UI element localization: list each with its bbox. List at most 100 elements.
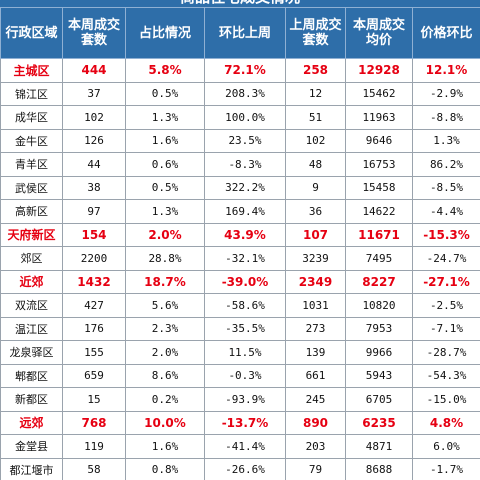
share-cell: 0.8% — [125, 457, 205, 480]
district-cell: 金堂县 — [0, 434, 63, 459]
district-cell: 新都区 — [0, 387, 63, 412]
avg-price-cell: 4871 — [345, 434, 413, 459]
summary-row: 近郊 1432 18.7% -39.0% 2349 8227 -27.1% — [0, 269, 480, 294]
price-change-cell: -15.3% — [412, 222, 480, 247]
table-row: 都江堰市 58 0.8% -26.6% 79 8688 -1.7% — [0, 457, 480, 480]
header-district: 行政区域 — [0, 7, 63, 59]
price-change-cell: 4.8% — [412, 410, 480, 435]
last-week-units-cell: 51 — [285, 105, 346, 130]
avg-price-cell: 6235 — [345, 410, 413, 435]
avg-price-cell: 9966 — [345, 340, 413, 365]
avg-price-cell: 15462 — [345, 81, 413, 106]
avg-price-cell: 11671 — [345, 222, 413, 247]
wow-change-cell: -32.1% — [204, 246, 286, 271]
share-cell: 0.2% — [125, 387, 205, 412]
header-wow-change: 环比上周 — [204, 7, 286, 59]
last-week-units-cell: 79 — [285, 457, 346, 480]
last-week-units-cell: 9 — [285, 175, 346, 200]
share-cell: 5.6% — [125, 293, 205, 318]
last-week-units-cell: 12 — [285, 81, 346, 106]
wow-change-cell: -13.7% — [204, 410, 286, 435]
wow-change-cell: 208.3% — [204, 81, 286, 106]
table-row: 郫都区 659 8.6% -0.3% 661 5943 -54.3% — [0, 363, 480, 388]
wow-change-cell: 43.9% — [204, 222, 286, 247]
table-row: 武侯区 38 0.5% 322.2% 9 15458 -8.5% — [0, 175, 480, 200]
wow-change-cell: 169.4% — [204, 199, 286, 224]
table-body: 主城区 444 5.8% 72.1% 258 12928 12.1% 锦江区 37 0.5% 208… — [0, 58, 480, 480]
weekly-units-cell: 659 — [62, 363, 126, 388]
last-week-units-cell: 890 — [285, 410, 346, 435]
transaction-table: 行政区域 本周成交套数 占比情况 环比上周 上周成交套数 本周成交均价 价格环比… — [0, 7, 480, 480]
district-cell: 温江区 — [0, 316, 63, 341]
avg-price-cell: 7953 — [345, 316, 413, 341]
summary-row: 主城区 444 5.8% 72.1% 258 12928 12.1% — [0, 58, 480, 83]
district-cell: 远郊 — [0, 410, 63, 435]
share-cell: 1.6% — [125, 434, 205, 459]
table-row: 金堂县 119 1.6% -41.4% 203 4871 6.0% — [0, 434, 480, 459]
wow-change-cell: -93.9% — [204, 387, 286, 412]
share-cell: 2.0% — [125, 222, 205, 247]
table-row: 双流区 427 5.6% -58.6% 1031 10820 -2.5% — [0, 293, 480, 318]
avg-price-cell: 8227 — [345, 269, 413, 294]
avg-price-cell: 11963 — [345, 105, 413, 130]
summary-row: 远郊 768 10.0% -13.7% 890 6235 4.8% — [0, 410, 480, 435]
header-last-week-units: 上周成交套数 — [285, 7, 346, 59]
price-change-cell: -4.4% — [412, 199, 480, 224]
district-cell: 成华区 — [0, 105, 63, 130]
price-change-cell: -7.1% — [412, 316, 480, 341]
wow-change-cell: -0.3% — [204, 363, 286, 388]
weekly-units-cell: 97 — [62, 199, 126, 224]
avg-price-cell: 5943 — [345, 363, 413, 388]
last-week-units-cell: 273 — [285, 316, 346, 341]
table-row: 锦江区 37 0.5% 208.3% 12 15462 -2.9% — [0, 81, 480, 106]
weekly-units-cell: 1432 — [62, 269, 126, 294]
district-cell: 高新区 — [0, 199, 63, 224]
last-week-units-cell: 661 — [285, 363, 346, 388]
district-cell: 龙泉驿区 — [0, 340, 63, 365]
district-cell: 近郊 — [0, 269, 63, 294]
avg-price-cell: 9646 — [345, 128, 413, 153]
price-change-cell: -1.7% — [412, 457, 480, 480]
weekly-units-cell: 58 — [62, 457, 126, 480]
weekly-units-cell: 154 — [62, 222, 126, 247]
table-row: 郊区 2200 28.8% -32.1% 3239 7495 -24.7% — [0, 246, 480, 271]
share-cell: 10.0% — [125, 410, 205, 435]
share-cell: 8.6% — [125, 363, 205, 388]
price-change-cell: 86.2% — [412, 152, 480, 177]
avg-price-cell: 15458 — [345, 175, 413, 200]
wow-change-cell: 100.0% — [204, 105, 286, 130]
last-week-units-cell: 3239 — [285, 246, 346, 271]
header-avg-price: 本周成交均价 — [345, 7, 413, 59]
district-cell: 都江堰市 — [0, 457, 63, 480]
share-cell: 5.8% — [125, 58, 205, 83]
avg-price-cell: 6705 — [345, 387, 413, 412]
district-cell: 郊区 — [0, 246, 63, 271]
header-row: 行政区域 本周成交套数 占比情况 环比上周 上周成交套数 本周成交均价 价格环比 — [0, 7, 480, 59]
summary-row: 天府新区 154 2.0% 43.9% 107 11671 -15.3% — [0, 222, 480, 247]
price-change-cell: -28.7% — [412, 340, 480, 365]
wow-change-cell: 23.5% — [204, 128, 286, 153]
header-price-change: 价格环比 — [412, 7, 480, 59]
district-cell: 郫都区 — [0, 363, 63, 388]
weekly-units-cell: 176 — [62, 316, 126, 341]
price-change-cell: -27.1% — [412, 269, 480, 294]
wow-change-cell: -41.4% — [204, 434, 286, 459]
price-change-cell: -8.8% — [412, 105, 480, 130]
price-change-cell: 1.3% — [412, 128, 480, 153]
last-week-units-cell: 107 — [285, 222, 346, 247]
wow-change-cell: -26.6% — [204, 457, 286, 480]
wow-change-cell: 322.2% — [204, 175, 286, 200]
table-row: 金牛区 126 1.6% 23.5% 102 9646 1.3% — [0, 128, 480, 153]
table-row: 新都区 15 0.2% -93.9% 245 6705 -15.0% — [0, 387, 480, 412]
price-change-cell: -2.9% — [412, 81, 480, 106]
avg-price-cell: 16753 — [345, 152, 413, 177]
district-cell: 金牛区 — [0, 128, 63, 153]
last-week-units-cell: 139 — [285, 340, 346, 365]
avg-price-cell: 8688 — [345, 457, 413, 480]
share-cell: 1.3% — [125, 199, 205, 224]
price-change-cell: 6.0% — [412, 434, 480, 459]
header-weekly-units: 本周成交套数 — [62, 7, 126, 59]
price-change-cell: -8.5% — [412, 175, 480, 200]
weekly-units-cell: 15 — [62, 387, 126, 412]
share-cell: 2.3% — [125, 316, 205, 341]
